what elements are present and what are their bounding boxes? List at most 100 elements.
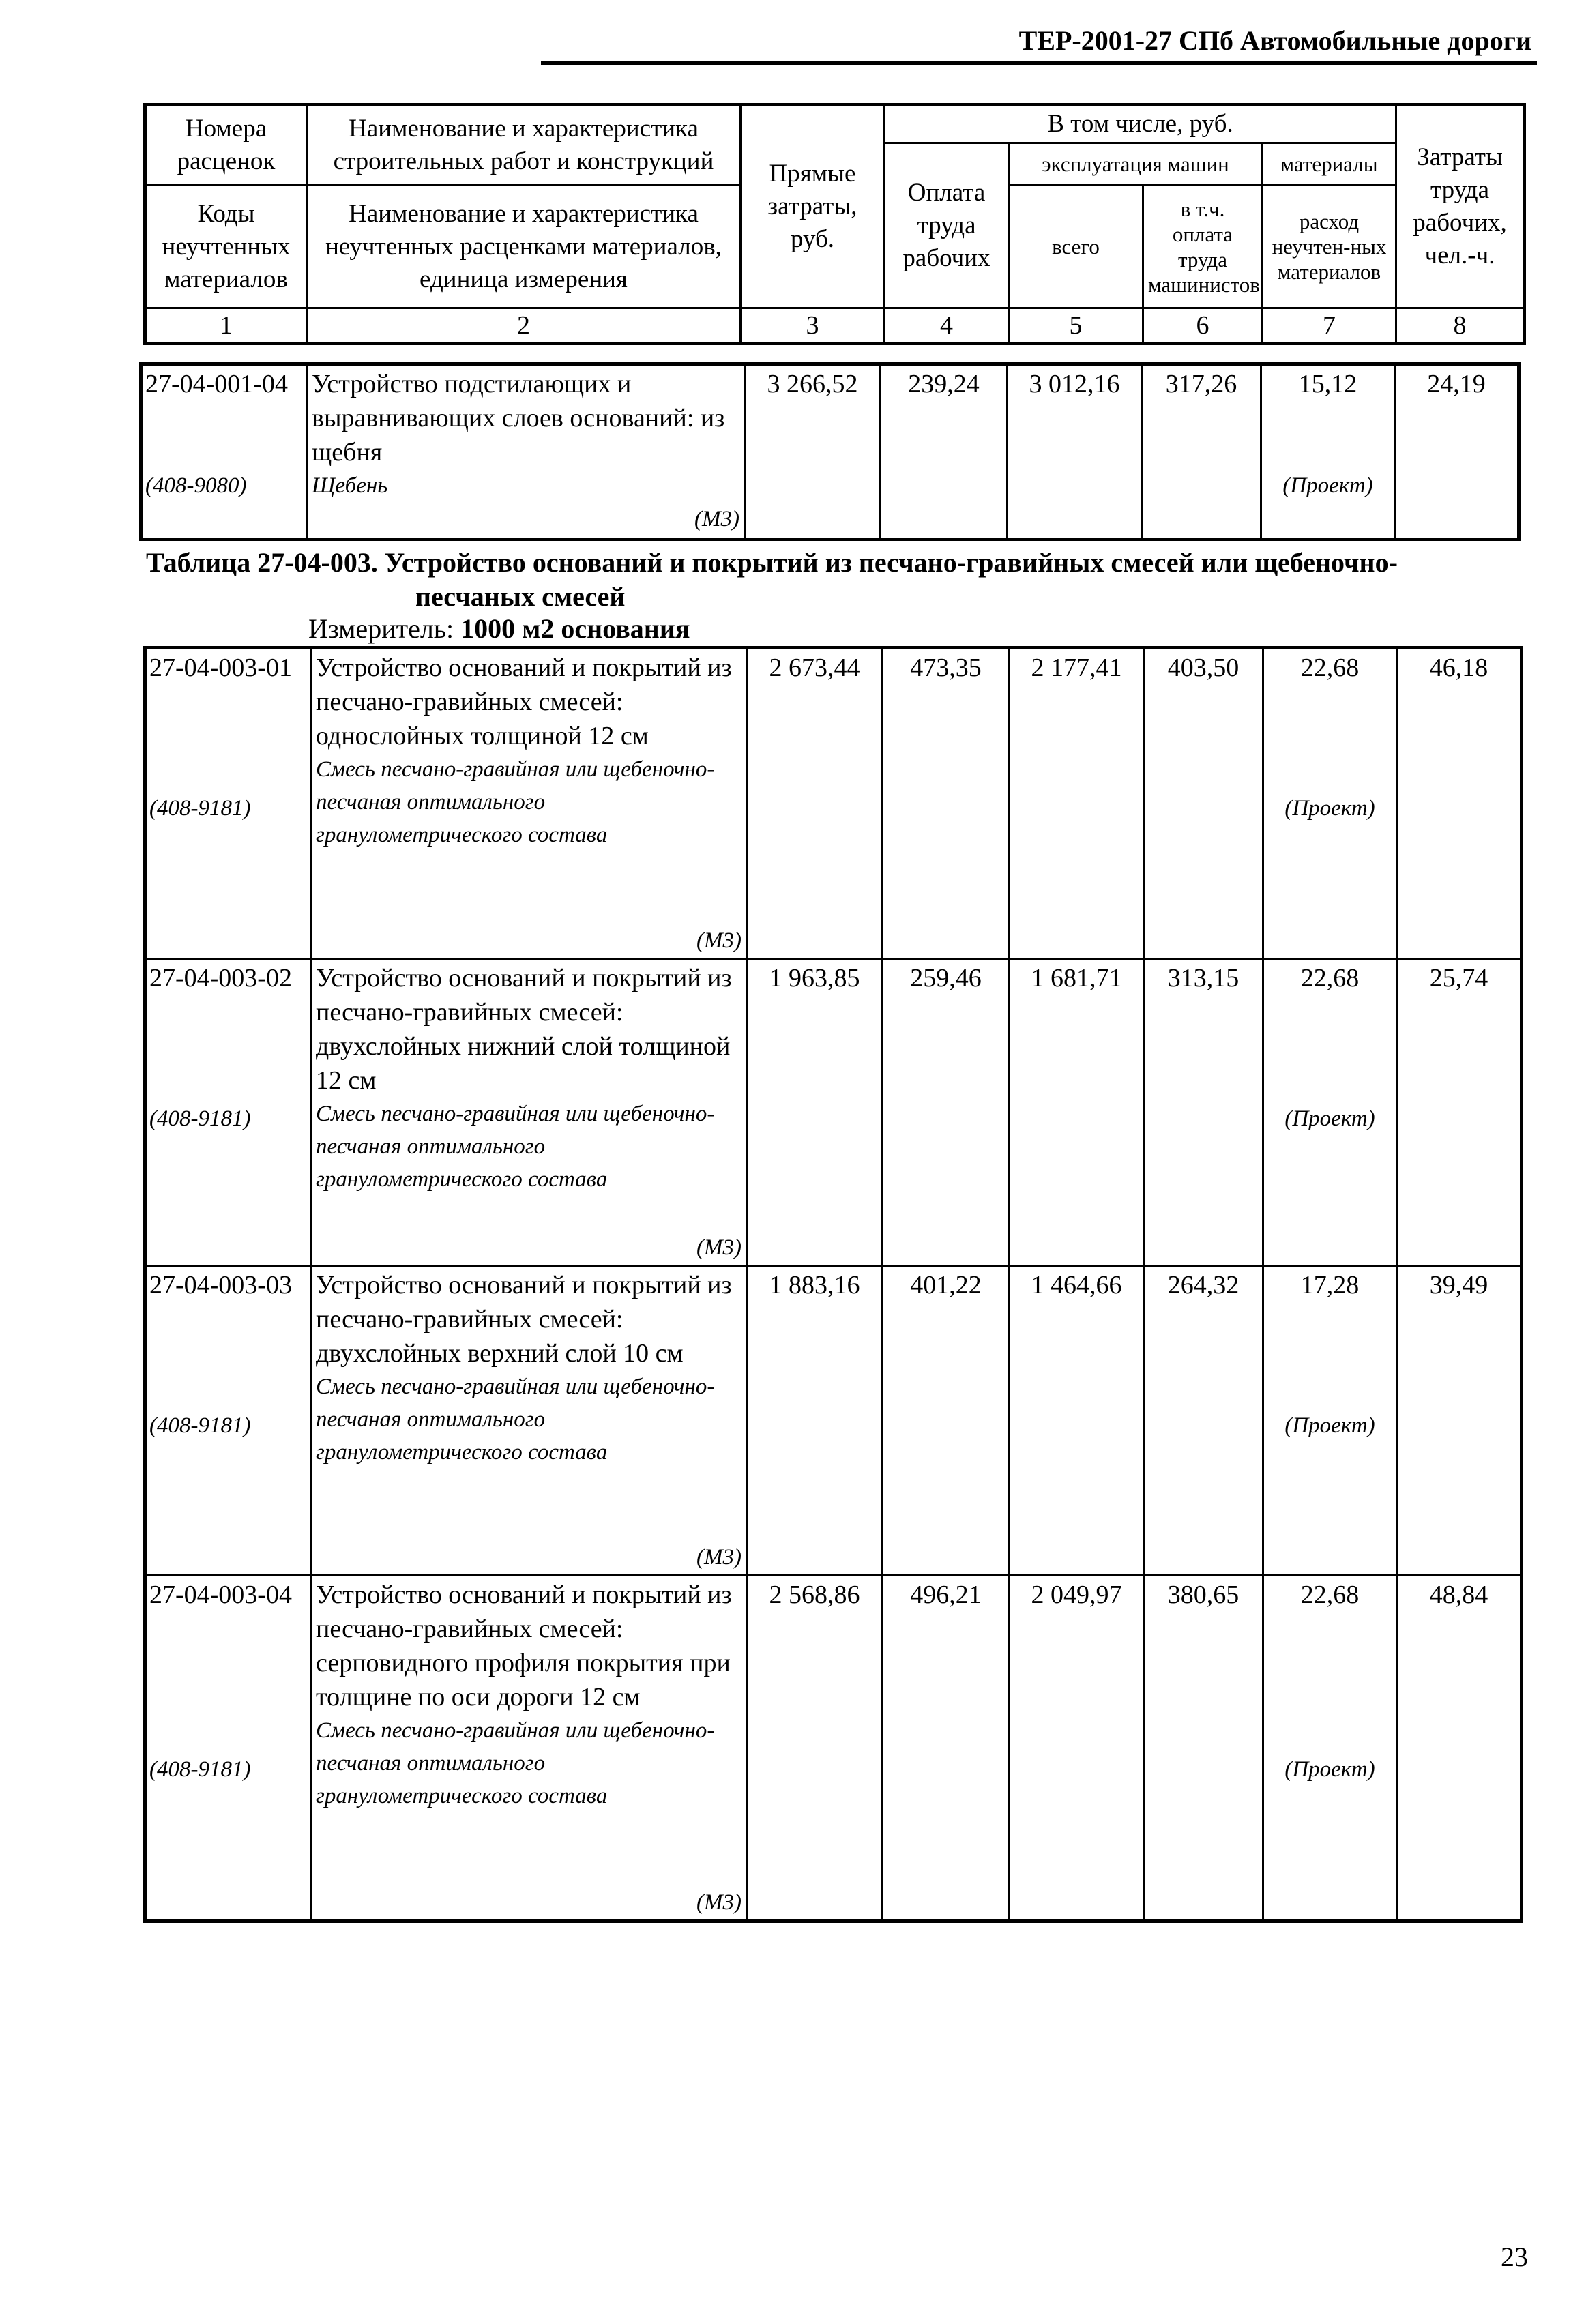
labor-pay: 496,21 xyxy=(881,1574,1010,1922)
unit: (М3) xyxy=(696,928,742,953)
header-rate-numbers: Номера расценок xyxy=(144,104,308,186)
material-qty: 15,12 xyxy=(1298,370,1357,398)
header-materials: материалы xyxy=(1261,142,1398,186)
labor-pay: 239,24 xyxy=(879,363,1008,540)
rate-code: 27-04-003-02 xyxy=(149,964,292,992)
material-cell: 22,68 (Проект) xyxy=(1262,1574,1398,1922)
description-cell: Устройство подстилающих и выравнивающих … xyxy=(306,363,746,540)
table-row: 27-04-003-04 (408-9181) Устройство основан… xyxy=(144,1574,1523,1922)
direct-costs: 3 266,52 xyxy=(744,363,881,540)
material-note: (Проект) xyxy=(1284,796,1375,821)
operators-pay: 264,32 xyxy=(1143,1265,1264,1576)
material-cell: 15,12 (Проект) xyxy=(1260,363,1396,540)
header-including: В том числе, руб. xyxy=(883,104,1398,144)
column-header-table: Номера расценок Наименование и характери… xyxy=(143,103,1527,345)
labor-hours: 24,19 xyxy=(1394,363,1520,540)
material-cell: 22,68 (Проект) xyxy=(1262,647,1398,960)
material-code: (408-9181) xyxy=(149,1413,251,1438)
material-name: Смесь песчано-гравийная или щебеночно-пе… xyxy=(316,1102,715,1192)
measure-label: Измеритель: xyxy=(308,613,454,644)
rate-code: 27-04-003-01 xyxy=(149,653,292,682)
header-rule xyxy=(541,61,1537,65)
column-number: 8 xyxy=(1395,307,1526,344)
header-work-name: Наименование и характеристика строительн… xyxy=(306,104,742,186)
table-row: 27-04-003-01 (408-9181) Устройство основан… xyxy=(144,647,1523,960)
table-title: Таблица 27-04-003. Устройство оснований … xyxy=(146,546,1510,614)
material-note: (Проект) xyxy=(1284,1106,1375,1131)
material-cell: 17,28 (Проект) xyxy=(1262,1265,1398,1576)
header-direct-costs: Прямые затраты, руб. xyxy=(739,104,885,309)
material-code: (408-9181) xyxy=(149,1757,251,1782)
direct-costs: 2 568,86 xyxy=(746,1574,883,1922)
labor-hours: 46,18 xyxy=(1396,647,1523,960)
machines-total: 2 049,97 xyxy=(1008,1574,1145,1922)
machines-total: 1 464,66 xyxy=(1008,1265,1145,1576)
header-machines: эксплуатация машин xyxy=(1008,142,1263,186)
table-row: 27-04-003-02 (408-9181) Устройство основан… xyxy=(144,958,1523,1267)
previous-table: 27-04-001-04 (408-9080) Устройство подст… xyxy=(139,362,1521,541)
rate-code-cell: 27-04-003-02 (408-9181) xyxy=(144,958,312,1267)
machines-total: 1 681,71 xyxy=(1008,958,1145,1267)
labor-pay: 259,46 xyxy=(881,958,1010,1267)
rate-code: 27-04-003-03 xyxy=(149,1271,292,1299)
column-number: 2 xyxy=(306,307,742,344)
rate-code-cell: 27-04-003-04 (408-9181) xyxy=(144,1574,312,1922)
machines-total: 2 177,41 xyxy=(1008,647,1145,960)
material-qty: 17,28 xyxy=(1300,1271,1360,1299)
column-number: 7 xyxy=(1261,307,1398,344)
rate-code: 27-04-003-04 xyxy=(149,1580,292,1609)
direct-costs: 2 673,44 xyxy=(746,647,883,960)
material-code: (408-9181) xyxy=(149,796,251,821)
rate-code: 27-04-001-04 xyxy=(145,370,288,398)
table-row: 27-04-001-04 (408-9080) Устройство подст… xyxy=(140,363,1520,540)
description-cell: Устройство оснований и покрытий из песча… xyxy=(310,647,748,960)
operators-pay: 403,50 xyxy=(1143,647,1264,960)
material-qty: 22,68 xyxy=(1300,964,1360,992)
measure-value: 1000 м2 основания xyxy=(460,613,690,644)
work-name: Устройство оснований и покрытий из песча… xyxy=(316,1580,732,1711)
header-material-codes: Коды неучтенных материалов xyxy=(144,184,308,309)
column-number: 6 xyxy=(1142,307,1263,344)
work-name: Устройство оснований и покрытий из песча… xyxy=(316,1271,732,1368)
header-material-names: Наименование и характеристика неучтенных… xyxy=(306,184,742,309)
column-number: 5 xyxy=(1008,307,1144,344)
labor-hours: 48,84 xyxy=(1396,1574,1523,1922)
material-name: Смесь песчано-гравийная или щебеночно-пе… xyxy=(316,1718,715,1808)
rate-code-cell: 27-04-003-01 (408-9181) xyxy=(144,647,312,960)
machines-total: 3 012,16 xyxy=(1006,363,1143,540)
material-name: Смесь песчано-гравийная или щебеночно-пе… xyxy=(316,757,715,847)
labor-pay: 401,22 xyxy=(881,1265,1010,1576)
labor-pay: 473,35 xyxy=(881,647,1010,960)
material-code: (408-9181) xyxy=(149,1106,251,1131)
header-machines-total: всего xyxy=(1008,184,1144,309)
measure: Измеритель: 1000 м2 основания xyxy=(308,613,690,645)
material-note: (Проект) xyxy=(1284,1413,1375,1438)
material-note: (Проект) xyxy=(1282,473,1373,498)
direct-costs: 1 883,16 xyxy=(746,1265,883,1576)
rate-code-cell: 27-04-003-03 (408-9181) xyxy=(144,1265,312,1576)
direct-costs: 1 963,85 xyxy=(746,958,883,1267)
table-row: 27-04-003-03 (408-9181) Устройство основан… xyxy=(144,1265,1523,1576)
description-cell: Устройство оснований и покрытий из песча… xyxy=(310,1265,748,1576)
column-number: 3 xyxy=(739,307,885,344)
material-qty: 22,68 xyxy=(1300,1580,1360,1609)
header-material-consumption: расход неучтен-ных материалов xyxy=(1261,184,1398,309)
column-number: 4 xyxy=(883,307,1010,344)
material-cell: 22,68 (Проект) xyxy=(1262,958,1398,1267)
main-table: 27-04-003-01 (408-9181) Устройство основан… xyxy=(143,646,1523,1923)
description-cell: Устройство оснований и покрытий из песча… xyxy=(310,958,748,1267)
table-title-line1: Таблица 27-04-003. Устройство оснований … xyxy=(146,547,1398,578)
rate-code-cell: 27-04-001-04 (408-9080) xyxy=(140,363,308,540)
labor-hours: 25,74 xyxy=(1396,958,1523,1267)
work-name: Устройство оснований и покрытий из песча… xyxy=(316,653,732,750)
unit: (М3) xyxy=(696,1235,742,1260)
unit: (М3) xyxy=(696,1890,742,1915)
material-name: Щебень xyxy=(312,473,388,498)
table-title-line2: песчаных смесей xyxy=(415,581,626,612)
header-labor-pay: Оплата труда рабочих xyxy=(883,142,1010,309)
operators-pay: 313,15 xyxy=(1143,958,1264,1267)
operators-pay: 317,26 xyxy=(1141,363,1262,540)
header-operators-pay: в т.ч. оплата труда машинистов xyxy=(1142,184,1263,309)
material-qty: 22,68 xyxy=(1300,653,1360,682)
page-number: 23 xyxy=(1501,2241,1528,2272)
